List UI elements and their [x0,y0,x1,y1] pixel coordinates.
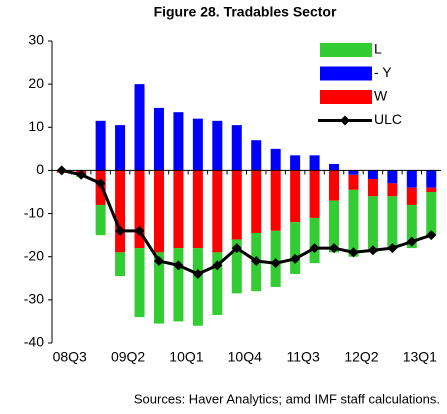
bar [406,170,417,188]
x-tick-label: 08Q3 [53,349,87,365]
source-note: Sources: Haver Analytics; amd IMF staff … [134,391,440,406]
line-marker [231,243,242,254]
line-marker [348,247,359,258]
legend-swatch [340,115,350,126]
bar [426,187,437,192]
y-tick-label: -30 [24,291,44,307]
bar [231,239,242,294]
line-marker [153,256,164,267]
legend-swatch [320,66,372,81]
legend-label: ULC [374,111,402,127]
bar [309,155,320,171]
bar [173,112,184,171]
bar [212,252,223,315]
legend-label: W [374,88,388,104]
bar [367,170,378,180]
x-tick-label: 11Q3 [287,349,320,365]
bar [134,248,145,318]
bar [153,252,164,324]
bar [95,204,106,236]
bar [212,120,223,171]
line-marker [115,225,126,236]
bar [309,170,320,218]
y-tick-label: -20 [24,247,44,263]
line-marker [212,260,223,271]
bar [348,170,359,175]
bar [406,187,417,205]
line-marker [251,256,262,267]
legend-label: - Y [374,64,392,80]
bar [426,170,437,188]
y-tick-label: 0 [36,161,44,177]
bar [348,174,359,190]
bar [329,200,340,253]
line-marker [270,258,281,269]
bar [115,252,126,277]
line-marker [173,260,184,271]
bar [251,140,262,171]
y-tick-label: 20 [28,75,44,91]
bar [270,170,281,231]
line-marker [134,225,145,236]
legend-swatch [320,90,372,104]
bar [115,170,126,253]
bar [387,196,398,249]
bar [231,125,242,171]
y-tick-label: 10 [28,118,44,134]
line-marker [367,245,378,256]
bar [173,170,184,249]
bar [329,170,340,201]
bar [387,183,398,197]
x-tick-label: 10Q1 [169,349,203,365]
bar [192,170,203,249]
line-marker [56,165,67,176]
line-marker [290,253,301,264]
bar [95,120,106,171]
bar [192,118,203,171]
bar [367,196,378,253]
bar [309,217,320,264]
line-marker [426,230,437,241]
bar [134,84,145,171]
bar [115,125,126,171]
line-marker [95,178,106,189]
x-tick-label: 13Q1 [403,349,437,365]
bar [329,163,340,171]
y-tick-label: 30 [28,32,44,48]
y-tick-label: -40 [24,334,44,350]
bar [192,248,203,326]
line-marker [329,243,340,254]
x-tick-label: 09Q2 [111,349,145,365]
bar [270,148,281,171]
bar [290,155,301,171]
bar [406,204,417,249]
x-tick-label: 12Q2 [344,349,378,365]
legend-label: L [374,41,382,57]
line-marker [406,236,417,247]
bar [134,170,145,249]
legend-swatch [320,43,372,57]
bar [173,248,184,322]
x-tick-label: 10Q4 [228,349,262,365]
bar [251,170,262,233]
bar [153,170,164,253]
line-marker [76,169,87,180]
bar [387,170,398,184]
line-marker [192,268,203,279]
bar [212,170,223,253]
line-marker [387,243,398,254]
y-tick-label: -10 [24,204,44,220]
bar [153,107,164,171]
bar [426,192,437,236]
bar [348,189,359,257]
chart-title: Figure 28. Tradables Sector [154,4,337,20]
bar [290,222,301,274]
line-marker [309,243,320,254]
bar [290,170,301,223]
bar [231,170,242,240]
bar [367,179,378,197]
